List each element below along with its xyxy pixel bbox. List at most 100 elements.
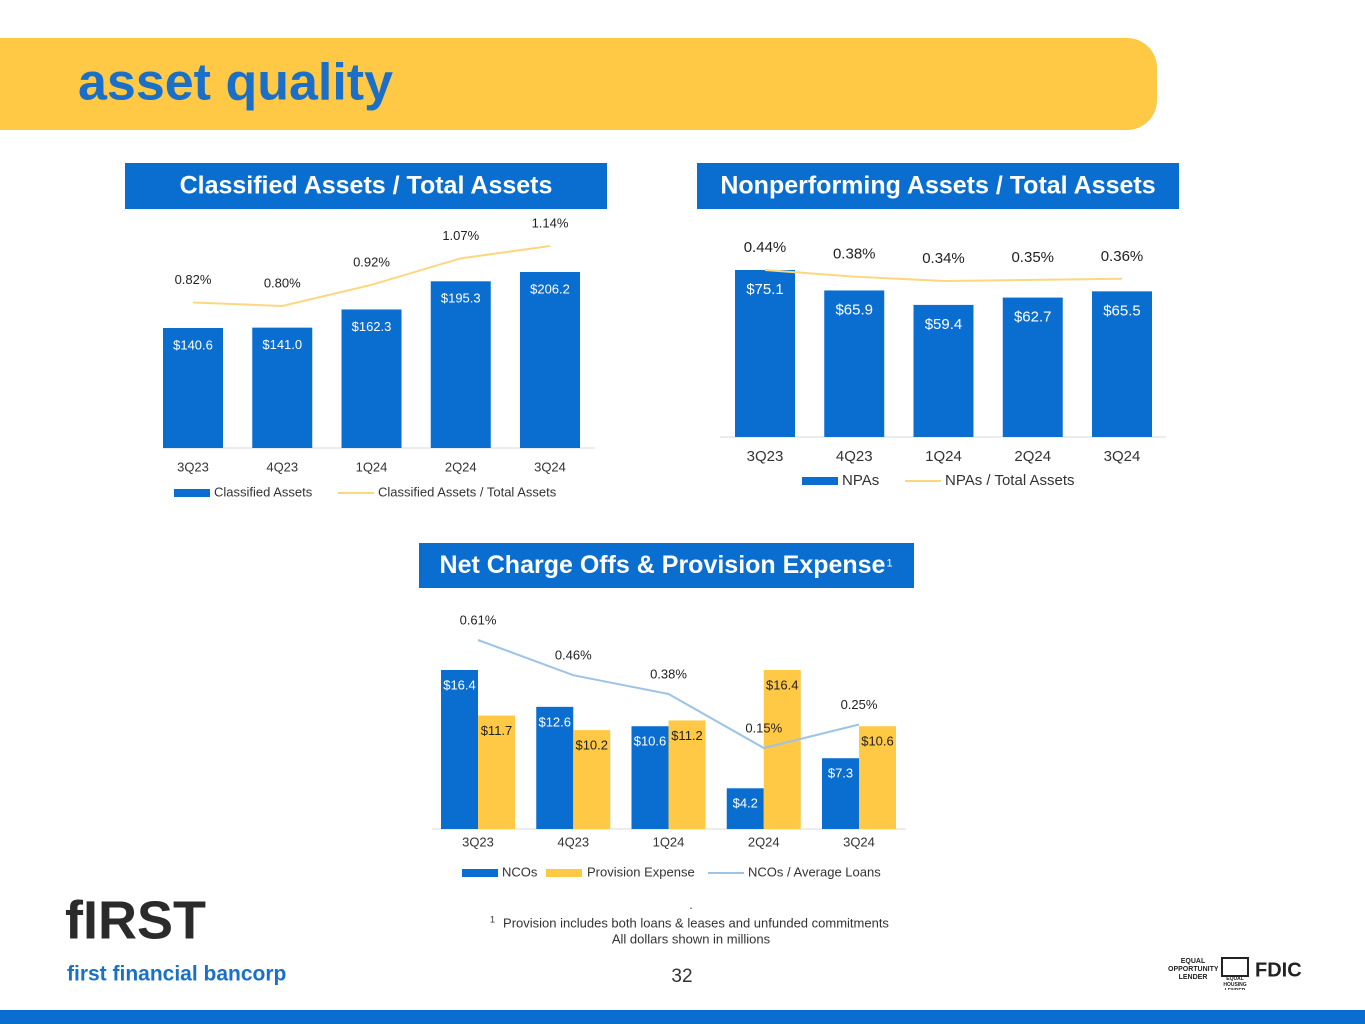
legend-swatch	[462, 869, 498, 877]
line-value-label: 0.38%	[833, 246, 876, 263]
logo-name: first financial bancorp	[67, 963, 286, 986]
chart-header	[697, 163, 1179, 209]
legend-label: Classified Assets	[214, 484, 313, 499]
bar-value-label: $11.2	[671, 728, 703, 743]
bar	[520, 272, 580, 448]
legend-label: NPAs	[842, 472, 879, 489]
x-tick-label: 2Q24	[1014, 448, 1051, 465]
bar	[726, 788, 764, 829]
line-value-label: 0.61%	[460, 612, 497, 627]
x-tick-label: 3Q24	[534, 459, 566, 474]
x-tick-label: 1Q24	[653, 834, 685, 849]
badge-text: EQUAL OPPORTUNITY LENDER	[1168, 958, 1218, 981]
page-number: 32	[671, 966, 692, 987]
footnote-marker: 1	[490, 914, 495, 924]
bar-value-label: $10.6	[861, 734, 894, 749]
bar	[1092, 291, 1152, 437]
bar-value-label: $65.5	[1103, 302, 1141, 319]
line-value-label: 0.82%	[175, 272, 212, 287]
bar	[859, 726, 896, 829]
legend-label: NPAs / Total Assets	[945, 472, 1075, 489]
x-tick-label: 4Q23	[266, 459, 298, 474]
footnote-text: Provision includes both loans & leases a…	[503, 915, 889, 930]
title-marker: 1	[886, 557, 892, 569]
line-value-label: 0.35%	[1011, 249, 1054, 266]
x-tick-label: 3Q23	[462, 834, 494, 849]
bar-value-label: $65.9	[835, 301, 873, 318]
logo-mark: fIRST	[65, 890, 206, 950]
chart-header	[125, 163, 607, 209]
bar-value-label: $195.3	[441, 291, 481, 306]
slide-title: asset quality	[78, 54, 393, 112]
legend-swatch	[174, 489, 210, 497]
x-tick-label: 2Q24	[748, 834, 780, 849]
bar	[913, 304, 974, 437]
chart-title: Nonperforming Assets / Total Assets	[720, 172, 1155, 200]
line-value-label: 1.07%	[442, 228, 479, 243]
line-series	[764, 269, 1123, 283]
legend-swatch	[546, 869, 582, 877]
line-value-label: 0.80%	[264, 275, 301, 290]
badge-fdic: FDIC	[1255, 959, 1302, 981]
badge-ehl: EQUAL HOUSING LENDER	[1223, 976, 1247, 990]
badge-text: EQUAL HOUSING LENDER	[1223, 976, 1247, 990]
bar-value-label: $141.0	[262, 337, 302, 352]
x-tick-label: 3Q23	[177, 459, 209, 474]
chart-title: Classified Assets / Total Assets	[180, 172, 553, 200]
bar-value-label: $7.3	[828, 766, 853, 781]
legend-label: NCOs / Average Loans	[748, 864, 881, 879]
x-tick-label: 3Q24	[843, 834, 875, 849]
bar	[163, 327, 223, 448]
x-tick-label: 3Q24	[1104, 448, 1141, 465]
line-value-label: 0.25%	[841, 697, 878, 712]
line-value-label: 0.46%	[555, 648, 592, 663]
chart-title: Net Charge Offs & Provision Expense	[440, 551, 886, 579]
house-icon	[1221, 957, 1249, 977]
x-tick-label: 4Q23	[836, 448, 873, 465]
line-value-label: 0.15%	[745, 720, 782, 735]
line-series	[477, 639, 860, 750]
x-tick-label: 1Q24	[925, 448, 962, 465]
bar-value-label: $206.2	[530, 281, 570, 296]
bar	[430, 281, 491, 448]
line-value-label: 0.38%	[650, 666, 687, 681]
legend-swatch	[802, 477, 838, 485]
bar-value-label: $11.7	[481, 723, 513, 738]
bar-value-label: $162.3	[352, 319, 392, 334]
bar-value-label: $12.6	[538, 714, 571, 729]
bar	[536, 706, 574, 829]
footnote-note: All dollars shown in millions	[612, 931, 771, 946]
x-tick-label: 1Q24	[356, 459, 388, 474]
bar-value-label: $16.4	[766, 677, 799, 692]
bar	[478, 715, 515, 829]
title-band	[0, 38, 1157, 130]
line-series	[192, 245, 551, 308]
bottom-bar	[0, 1010, 1365, 1024]
bar	[341, 309, 402, 448]
legend-label: Classified Assets / Total Assets	[378, 484, 557, 499]
line-value-label: 0.36%	[1101, 248, 1144, 265]
line-value-label: 0.44%	[744, 239, 787, 256]
line-value-label: 0.92%	[353, 254, 390, 269]
bar	[763, 670, 801, 829]
bar	[668, 720, 706, 829]
bar-value-label: $16.4	[443, 677, 476, 692]
x-tick-label: 3Q23	[747, 448, 784, 465]
line-value-label: 0.34%	[922, 250, 965, 267]
legend-label: NCOs	[502, 864, 538, 879]
bar-value-label: $75.1	[746, 281, 784, 298]
bar	[252, 327, 313, 448]
badge-eol: EQUAL OPPORTUNITY LENDER	[1168, 958, 1218, 981]
x-tick-label: 4Q23	[557, 834, 589, 849]
bar-value-label: $140.6	[173, 337, 213, 352]
bar	[631, 726, 669, 829]
bar-value-label: $4.2	[733, 796, 758, 811]
chart-header	[419, 543, 914, 588]
bar-value-label: $10.2	[575, 738, 608, 753]
bar-value-label: $59.4	[925, 316, 963, 333]
bar	[573, 730, 611, 829]
bar	[1002, 297, 1063, 437]
bar	[441, 670, 478, 829]
bar-value-label: $62.7	[1014, 309, 1052, 326]
